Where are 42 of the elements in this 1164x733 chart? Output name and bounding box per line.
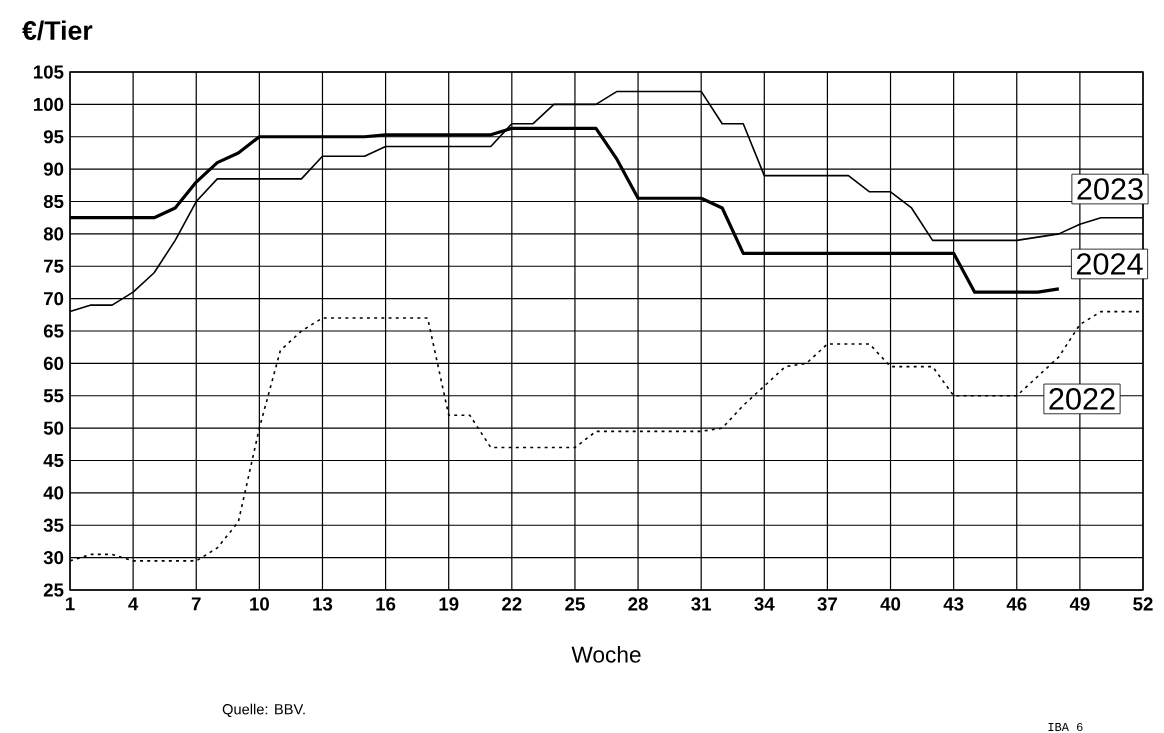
source-note: Quelle: BBV.: [222, 703, 305, 718]
x-tick-label: 28: [628, 597, 648, 611]
y-tick-label: 25: [43, 583, 64, 597]
series-label: 2022: [1049, 388, 1115, 410]
x-tick-label: 13: [313, 597, 333, 611]
x-tick-label: 25: [565, 597, 585, 611]
series-label: 2023: [1077, 178, 1143, 200]
x-tick-label: 52: [1133, 597, 1153, 611]
y-tick-label: 35: [43, 518, 64, 532]
x-tick-label: 19: [439, 597, 459, 611]
series-label: 2024: [1076, 253, 1143, 275]
x-tick-label: 22: [502, 597, 522, 611]
x-tick-label: 37: [817, 597, 837, 611]
x-tick-label: 34: [754, 597, 775, 611]
y-tick-label: 40: [43, 486, 64, 500]
x-tick-label: 4: [128, 597, 139, 611]
x-tick-label: 46: [1006, 597, 1027, 611]
y-tick-label: 90: [43, 162, 64, 176]
y-tick-label: 50: [43, 421, 64, 435]
y-tick-label: 75: [43, 259, 64, 273]
x-tick-label: 49: [1069, 597, 1090, 611]
y-tick-label: 60: [43, 356, 64, 370]
y-tick-label: 55: [43, 389, 64, 403]
y-tick-label: 70: [43, 292, 64, 306]
y-tick-label: 85: [43, 194, 64, 209]
y-tick-label: 45: [43, 453, 64, 468]
x-tick-label: 7: [191, 597, 201, 611]
x-tick-label: 43: [943, 597, 964, 611]
y-tick-label: 100: [33, 97, 64, 111]
y-tick-label: 95: [43, 130, 64, 144]
x-tick-label: 16: [376, 597, 396, 611]
y-tick-label: 105: [33, 65, 64, 79]
x-axis-title: Woche: [571, 646, 641, 663]
text: IBA 6: [1048, 722, 1083, 732]
y-axis-title: €/Tier: [22, 20, 93, 41]
x-tick-label: 1: [65, 597, 75, 611]
y-tick-label: 30: [43, 550, 64, 565]
y-tick-label: 65: [43, 324, 64, 338]
x-tick-label: 10: [250, 597, 269, 611]
x-tick-label: 31: [691, 597, 712, 611]
x-tick-label: 40: [880, 597, 901, 611]
y-tick-label: 80: [43, 227, 64, 241]
